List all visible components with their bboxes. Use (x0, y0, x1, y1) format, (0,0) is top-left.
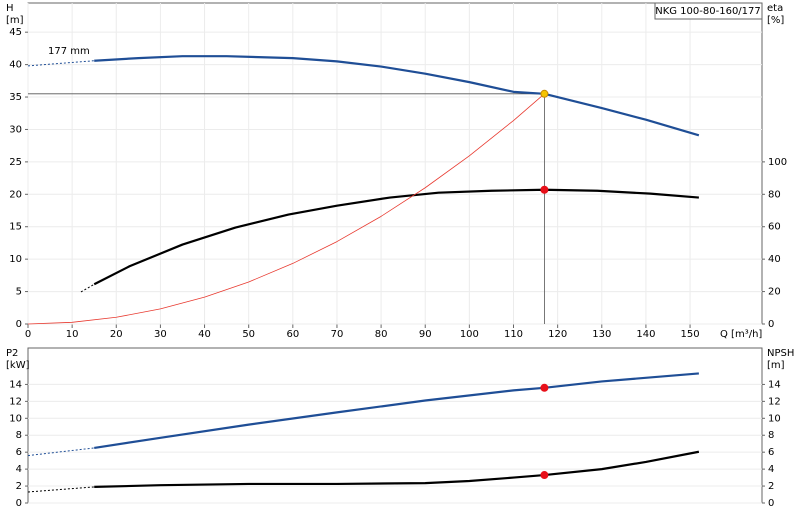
x-tick-label: 120 (548, 329, 567, 340)
y2-tick-label: 100 (768, 157, 787, 168)
y-tick-label: 6 (16, 447, 22, 458)
x-tick-label: 40 (198, 329, 211, 340)
y-tick-label: 10 (9, 254, 22, 265)
y-axis-label: H (6, 3, 14, 14)
x-tick-label: 80 (375, 329, 388, 340)
y2-tick-label: 0 (768, 498, 774, 509)
y2-tick-label: 12 (768, 396, 781, 407)
y-tick-label: 15 (9, 222, 22, 233)
y-tick-label: 12 (9, 396, 22, 407)
x-axis-label: Q [m³/h] (720, 329, 762, 340)
x-tick-label: 100 (460, 329, 479, 340)
y-tick-label: 20 (9, 189, 22, 200)
x-tick-label: 90 (419, 329, 432, 340)
y2-tick-label: 4 (768, 464, 774, 475)
y2-axis-label: eta (767, 3, 783, 14)
y-tick-label: 4 (16, 464, 22, 475)
y-tick-label: 10 (9, 413, 22, 424)
operating-point (540, 383, 549, 392)
x-tick-label: 140 (636, 329, 655, 340)
y2-axis-unit: [m] (767, 360, 785, 371)
x-tick-label: 30 (154, 329, 167, 340)
y-axis-unit: [m] (6, 15, 24, 26)
y-tick-label: 5 (16, 287, 22, 298)
y2-tick-label: 20 (768, 287, 781, 298)
curve (80, 283, 95, 293)
x-tick-label: 110 (504, 329, 523, 340)
curve (94, 55, 700, 137)
curve (27, 447, 95, 457)
operating-point (540, 471, 549, 480)
legend-box (654, 2, 763, 20)
y2-tick-label: 2 (768, 481, 774, 492)
y-tick-label: 40 (9, 60, 22, 71)
curve (93, 188, 699, 286)
y-tick-label: 0 (16, 319, 22, 330)
x-tick-label: 130 (592, 329, 611, 340)
y2-tick-label: 80 (768, 189, 781, 200)
y-tick-label: 14 (9, 379, 22, 390)
y2-tick-label: 14 (768, 379, 781, 390)
curve (94, 450, 700, 489)
x-tick-label: 150 (681, 329, 700, 340)
y-axis-label: P2 (6, 348, 18, 359)
y2-tick-label: 60 (768, 222, 781, 233)
curve (27, 93, 545, 325)
x-tick-label: 60 (286, 329, 299, 340)
y-tick-label: 0 (16, 498, 22, 509)
y-tick-label: 35 (9, 92, 22, 103)
x-tick-label: 20 (110, 329, 123, 340)
y2-tick-label: 6 (768, 447, 774, 458)
curve (27, 60, 95, 67)
y-tick-label: 30 (9, 124, 22, 135)
y-axis-unit: [kW] (6, 360, 30, 371)
y2-tick-label: 8 (768, 430, 774, 441)
y2-tick-label: 10 (768, 413, 781, 424)
x-tick-label: 70 (331, 329, 344, 340)
y2-tick-label: 40 (768, 254, 781, 265)
y-tick-label: 25 (9, 157, 22, 168)
y2-tick-label: 0 (768, 319, 774, 330)
operating-point (540, 89, 549, 98)
x-tick-label: 0 (25, 329, 31, 340)
curve-annotation: 177 mm (48, 46, 90, 57)
curve (27, 486, 95, 493)
operating-point (540, 185, 549, 194)
y-tick-label: 45 (9, 27, 22, 38)
y2-axis-label: NPSH (767, 348, 794, 359)
x-tick-label: 50 (242, 329, 255, 340)
y2-axis-unit: [%] (767, 15, 784, 26)
y-tick-label: 2 (16, 481, 22, 492)
y-tick-label: 8 (16, 430, 22, 441)
x-tick-label: 10 (66, 329, 79, 340)
curve (94, 372, 699, 450)
legend-label: NKG 100-80-160/177 (655, 6, 761, 17)
